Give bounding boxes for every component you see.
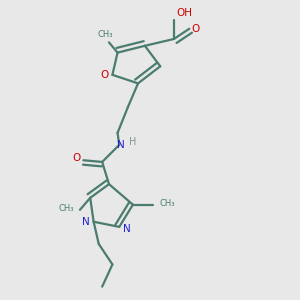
Text: N: N	[82, 217, 90, 227]
Text: CH₃: CH₃	[98, 30, 113, 39]
Text: H: H	[128, 137, 136, 147]
Text: O: O	[191, 24, 200, 34]
Text: N: N	[117, 140, 125, 150]
Text: O: O	[101, 70, 109, 80]
Text: N: N	[123, 224, 130, 234]
Text: CH₃: CH₃	[58, 204, 74, 213]
Text: O: O	[72, 152, 81, 163]
Text: OH: OH	[177, 8, 193, 18]
Text: CH₃: CH₃	[160, 199, 175, 208]
